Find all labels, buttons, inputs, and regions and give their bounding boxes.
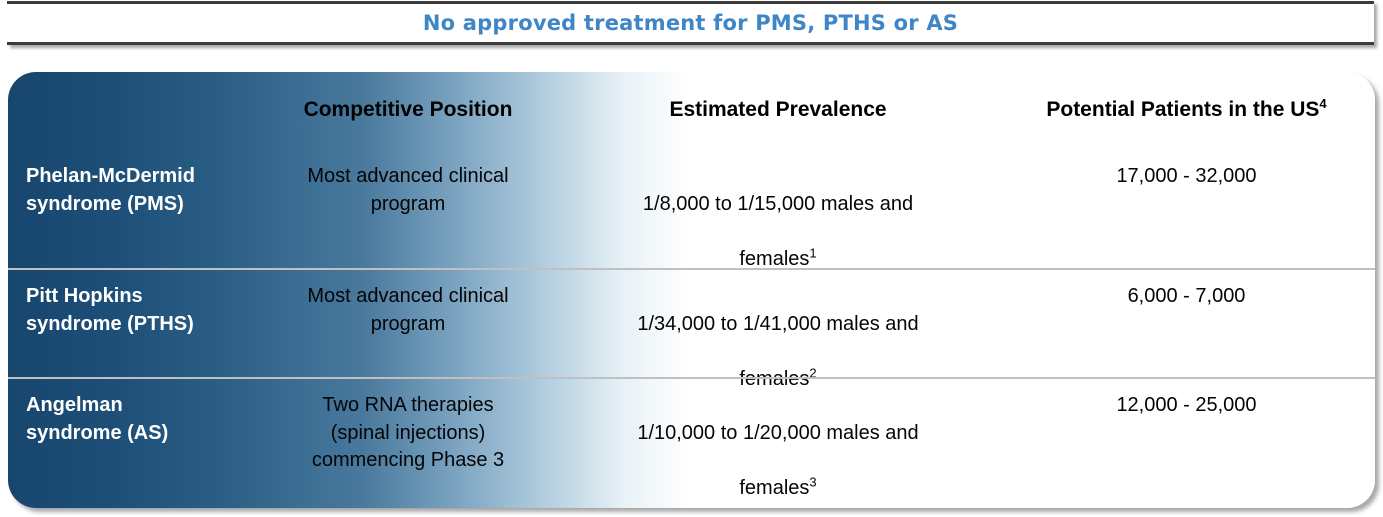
header-corner-empty <box>8 72 258 150</box>
syndromes-table: Competitive Position Estimated Prevalenc… <box>8 72 1375 508</box>
row-pms-potential-patients: 17,000 - 32,000 <box>1116 165 1257 187</box>
row-as-competitive-position: Two RNA therapies (spinal injections) co… <box>258 377 558 508</box>
row-as-estimated-prevalence: 1/10,000 to 1/20,000 males and females3 <box>558 377 998 508</box>
row-as-potential-patients: 12,000 - 25,000 <box>998 377 1375 508</box>
prevalence-line1: 1/34,000 to 1/41,000 males and <box>637 312 919 335</box>
prevalence-line2: females <box>739 476 810 499</box>
prevalence-line1: 1/8,000 to 1/15,000 males and <box>642 192 914 215</box>
row-pths-potential-patients: 6,000 - 7,000 <box>998 268 1375 377</box>
column-header-competitive-position: Competitive Position <box>303 98 513 121</box>
column-header-estimated-prevalence: Estimated Prevalence <box>669 98 887 121</box>
row-pths-competitive-position: Most advanced clinical program <box>258 268 558 377</box>
column-header-potential-patients: Potential Patients in the US4 <box>998 72 1375 150</box>
row-as-syndrome-name: Angelman syndrome (AS) <box>8 377 258 508</box>
prevalence-line2: females <box>739 247 810 270</box>
row-pms-estimated-prevalence: 1/8,000 to 1/15,000 males and females1 <box>558 150 998 270</box>
row-pths-estimated-prevalence: 1/34,000 to 1/41,000 males and females2 <box>558 268 998 390</box>
footnote-marker-1: 1 <box>809 245 817 261</box>
page-title: No approved treatment for PMS, PTHS or A… <box>422 11 959 35</box>
footnote-marker-3: 3 <box>809 474 817 490</box>
title-banner: No approved treatment for PMS, PTHS or A… <box>7 1 1374 45</box>
footnote-marker-4: 4 <box>1319 96 1327 111</box>
row-pms-competitive-position: Most advanced clinical program <box>307 165 509 215</box>
row-pms-syndrome-name: Phelan-McDermid syndrome (PMS) <box>26 165 195 215</box>
footnote-marker-2: 2 <box>809 365 817 381</box>
column-header-potential-patients-label: Potential Patients in the US <box>1046 98 1320 121</box>
row-pths-syndrome-name: Pitt Hopkins syndrome (PTHS) <box>8 268 258 377</box>
prevalence-line1: 1/10,000 to 1/20,000 males and <box>637 421 919 444</box>
